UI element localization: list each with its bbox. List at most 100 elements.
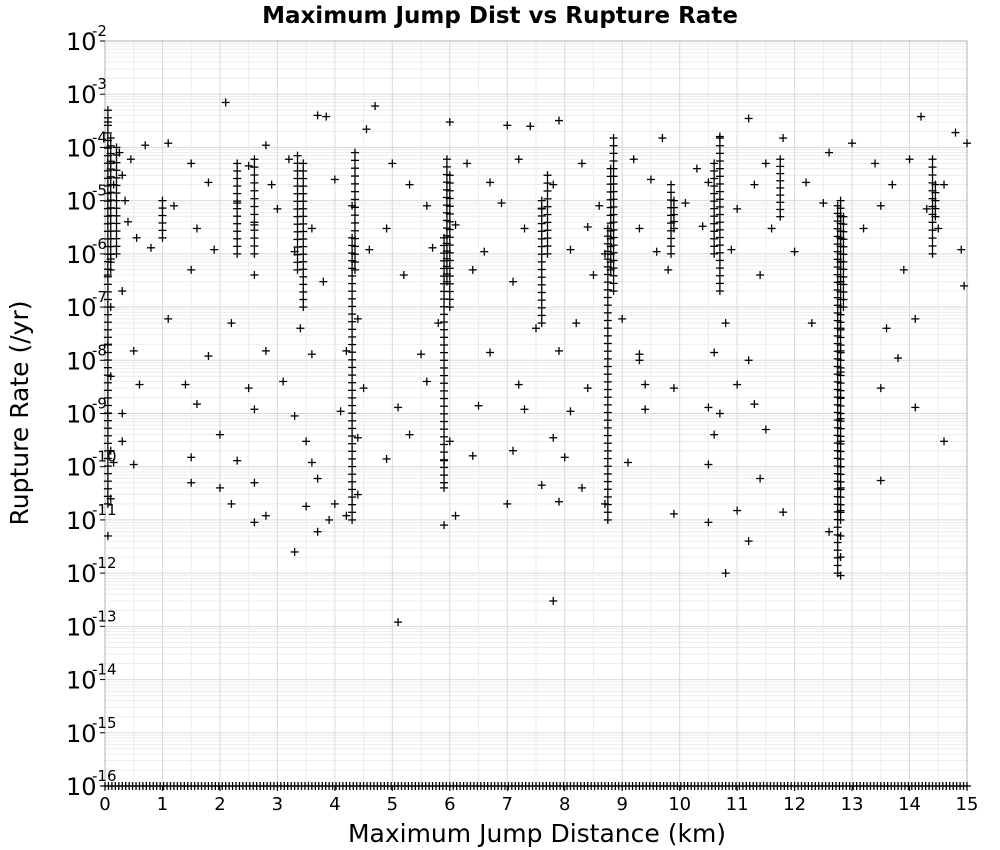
data-point [537,211,546,220]
data-point [549,433,558,442]
data-point [112,166,121,175]
y-tick-label-base: 10 [66,134,97,162]
data-point [825,527,834,536]
data-point [609,264,618,273]
data-point [756,474,765,483]
data-point [422,201,431,210]
data-point [859,224,868,233]
data-point [330,175,339,184]
y-tick-label-exponent: -3 [92,75,107,93]
data-point [589,271,598,280]
data-point [348,500,357,509]
data-point [572,319,581,328]
data-point [603,416,612,425]
data-point [603,508,612,517]
data-point [244,384,253,393]
data-point [250,405,259,414]
x-tick-label: 8 [559,794,570,815]
data-point [299,280,308,289]
data-point [836,477,845,486]
data-point [290,547,299,556]
data-point [934,224,943,233]
data-point [603,423,612,432]
data-point [445,171,454,180]
data-point [204,178,213,187]
data-point [715,157,724,166]
data-point [537,265,546,274]
data-point [509,277,518,286]
data-point [440,340,449,349]
data-point [348,462,357,471]
data-point [554,116,563,125]
data-point [776,191,785,200]
data-point [603,324,612,333]
data-point [302,502,311,511]
data-point [440,463,449,472]
y-axis-label: Rupture Rate (/yr) [5,301,34,526]
data-point [445,118,454,127]
data-point [181,380,190,389]
x-tick-label: 0 [99,794,110,815]
data-point [348,393,357,402]
data-point [103,287,112,296]
x-tick-label: 5 [387,794,398,815]
y-tick-label-base: 10 [66,401,97,429]
grid [104,41,968,787]
data-point [669,210,678,219]
data-point [348,477,357,486]
data-point [603,285,612,294]
data-point [710,212,719,221]
data-point [940,180,949,189]
data-point [554,346,563,355]
data-point [299,174,308,183]
data-point [307,458,316,467]
data-point [244,161,253,170]
data-point [836,363,845,372]
data-point [715,225,724,234]
data-point [836,204,845,213]
data-point [158,211,167,220]
data-point [445,256,454,265]
data-point [681,199,690,208]
data-point [348,493,357,502]
data-point [445,194,454,203]
data-point [350,250,359,259]
data-point [350,148,359,157]
data-point [129,460,138,469]
data-point [350,211,359,220]
data-point [836,341,845,350]
data-point [537,311,546,320]
data-point [603,377,612,386]
data-point [106,258,115,267]
data-point [839,295,848,304]
data-point [899,265,908,274]
data-point [106,149,115,158]
data-point [106,203,115,212]
data-point [250,271,259,280]
data-point [445,241,454,250]
data-point [710,204,719,213]
data-point [299,167,308,176]
data-point [603,308,612,317]
data-point [825,148,834,157]
data-point [603,439,612,448]
data-point [715,233,724,242]
data-point [669,196,678,205]
data-point [704,178,713,187]
data-point [710,242,719,251]
data-point [603,454,612,463]
data-point [715,271,724,280]
data-point [609,271,618,280]
data-point [750,180,759,189]
x-tick-label: 10 [668,794,691,815]
data-point [641,380,650,389]
data-point [103,356,112,365]
y-tick-label-exponent: -9 [92,395,107,413]
data-point [158,196,167,205]
data-point [931,188,940,197]
data-point [233,182,242,191]
data-point [313,474,322,483]
data-point [106,180,115,189]
data-point [290,411,299,420]
data-point [836,485,845,494]
